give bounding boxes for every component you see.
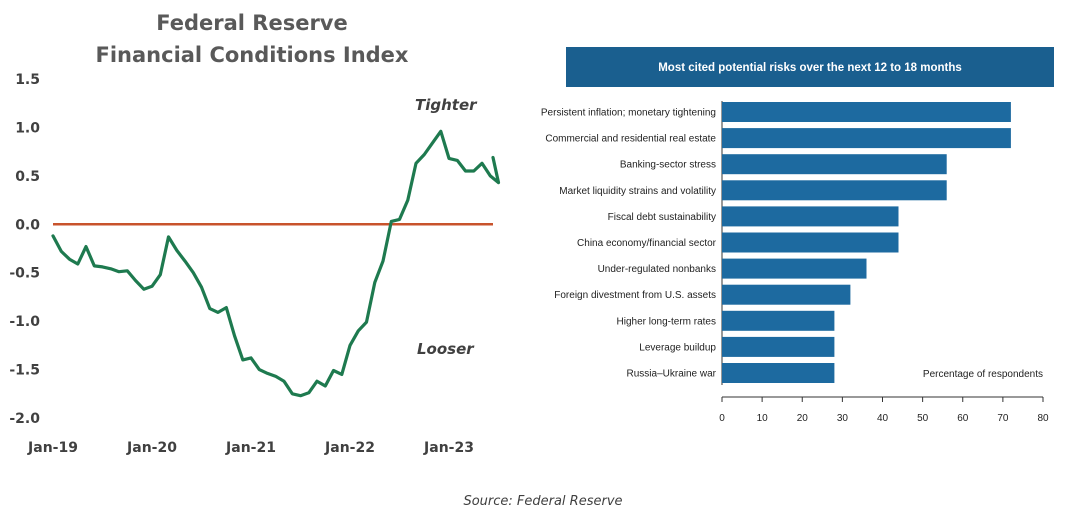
risks-bars [722,102,1011,383]
fci-series-line [51,129,501,398]
fci-x-tick-label: Jan-23 [423,440,474,456]
risk-category-label: Higher long-term rates [617,316,716,327]
risk-bar [722,154,947,175]
fci-x-tick-label: Jan-22 [324,440,375,456]
fci-y-axis-ticks: 1.5 1.0 0.5 0.0 -0.5 -1.0 -1.5 -2.0 [9,72,40,427]
risk-category-label: Foreign divestment from U.S. assets [554,290,716,301]
fci-y-tick-label: -0.5 [9,266,40,282]
risk-bar [722,336,835,357]
fci-y-tick-label: 1.5 [15,72,40,88]
risks-x-tick-label: 20 [797,413,809,424]
risk-category-label: Fiscal debt sustainability [608,212,716,223]
fci-y-tick-label: 0.5 [15,169,40,185]
risks-x-tick-label: 80 [1037,413,1049,424]
risk-category-label: Persistent inflation; monetary tightenin… [541,108,716,119]
risk-bar [722,180,947,201]
risk-category-label: Banking-sector stress [620,160,716,171]
risk-category-label: Under-regulated nonbanks [598,264,716,275]
risk-bar [722,232,899,253]
fci-x-tick-label: Jan-20 [126,440,177,456]
fci-x-tick-label: Jan-19 [27,440,78,456]
risks-title-banner [566,47,1054,87]
risks-x-tick-label: 70 [997,413,1009,424]
fci-y-tick-label: -1.5 [9,363,40,379]
risk-bar [722,284,851,305]
risks-category-labels: Persistent inflation; monetary tightenin… [541,108,717,380]
risks-x-tick-label: 60 [957,413,969,424]
risk-bar [722,128,1011,149]
fci-chart-subtitle: Financial Conditions Index [96,43,409,67]
fci-chart-title: Federal Reserve [156,11,348,35]
looser-annotation: Looser [417,340,475,358]
fci-line-chart: Federal Reserve Financial Conditions Ind… [9,11,501,456]
risks-x-tick-label: 50 [917,413,929,424]
risk-bar [722,102,1011,122]
risk-category-label: Leverage buildup [639,342,716,353]
risks-x-tick-label: 10 [757,413,769,424]
risks-x-tick-label: 30 [837,413,849,424]
risk-category-label: Commercial and residential real estate [545,134,716,145]
risk-bar [722,258,867,279]
risks-bar-chart: Most cited potential risks over the next… [541,47,1054,424]
tighter-annotation: Tighter [415,96,478,114]
risk-bar [722,310,835,331]
fci-x-axis-ticks: Jan-19 Jan-20 Jan-21 Jan-22 Jan-23 [27,440,474,456]
risk-category-label: China economy/financial sector [577,238,717,249]
risk-category-label: Russia–Ukraine war [627,369,717,380]
risks-x-axis-ticks: 0 10 20 30 40 50 60 70 80 [719,397,1049,424]
fci-y-tick-label: 1.0 [15,120,40,136]
fci-x-tick-label: Jan-21 [225,440,276,456]
source-note: Source: Federal Reserve [463,494,622,509]
fci-y-tick-label: -2.0 [9,411,40,427]
risks-x-axis-label: Percentage of respondents [923,369,1043,380]
risks-x-tick-label: 0 [719,413,725,424]
fci-y-tick-label: -1.0 [9,314,40,330]
risk-bar [722,363,835,383]
risk-bar [722,206,899,227]
risks-x-tick-label: 40 [877,413,889,424]
risks-chart-title: Most cited potential risks over the next… [658,62,962,74]
risk-category-label: Market liquidity strains and volatility [559,186,716,197]
fci-y-tick-label: 0.0 [15,217,40,233]
